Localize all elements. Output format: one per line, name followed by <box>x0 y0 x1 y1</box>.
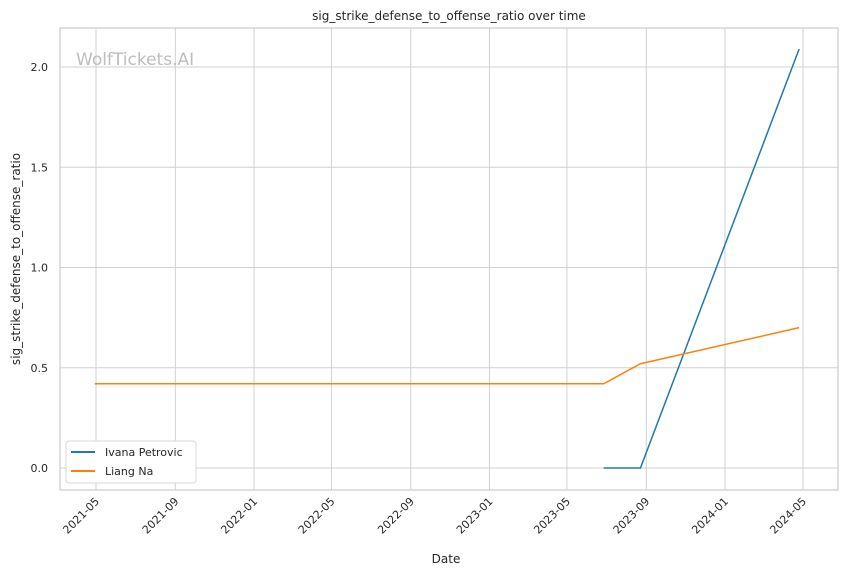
x-tick-label: 2023-09 <box>611 495 653 537</box>
legend-label: Ivana Petrovic <box>105 446 183 459</box>
legend: Ivana Petrovic Liang Na <box>65 440 197 484</box>
y-tick-label: 0.0 <box>31 462 49 475</box>
y-tick-label: 1.5 <box>31 161 49 174</box>
x-axis-label: Date <box>432 552 461 566</box>
y-axis-label: sig_strike_defense_to_offense_ratio <box>9 153 23 365</box>
x-tick-label: 2022-05 <box>296 495 338 537</box>
x-tick-label: 2024-01 <box>689 495 731 537</box>
x-tick-label: 2024-05 <box>767 495 809 537</box>
watermark: WolfTickets.AI <box>76 50 194 70</box>
chart-title: sig_strike_defense_to_offense_ratio over… <box>312 9 586 23</box>
legend-label: Liang Na <box>105 465 153 478</box>
x-tick-label: 2021-05 <box>60 495 102 537</box>
y-tick-label: 2.0 <box>31 61 49 74</box>
x-tick-label: 2023-05 <box>531 495 573 537</box>
x-tick-label: 2021-09 <box>140 495 182 537</box>
x-tick-label: 2022-09 <box>375 495 417 537</box>
plot-frame <box>59 27 839 491</box>
y-tick-label: 0.5 <box>31 362 49 375</box>
x-tick-label: 2023-01 <box>454 495 496 537</box>
series-line-liang-na <box>94 326 800 385</box>
legend-box <box>65 440 197 484</box>
x-tick-label: 2022-01 <box>218 495 260 537</box>
series-line-ivana-petrovic <box>603 48 800 469</box>
y-tick-label: 1.0 <box>31 262 49 275</box>
